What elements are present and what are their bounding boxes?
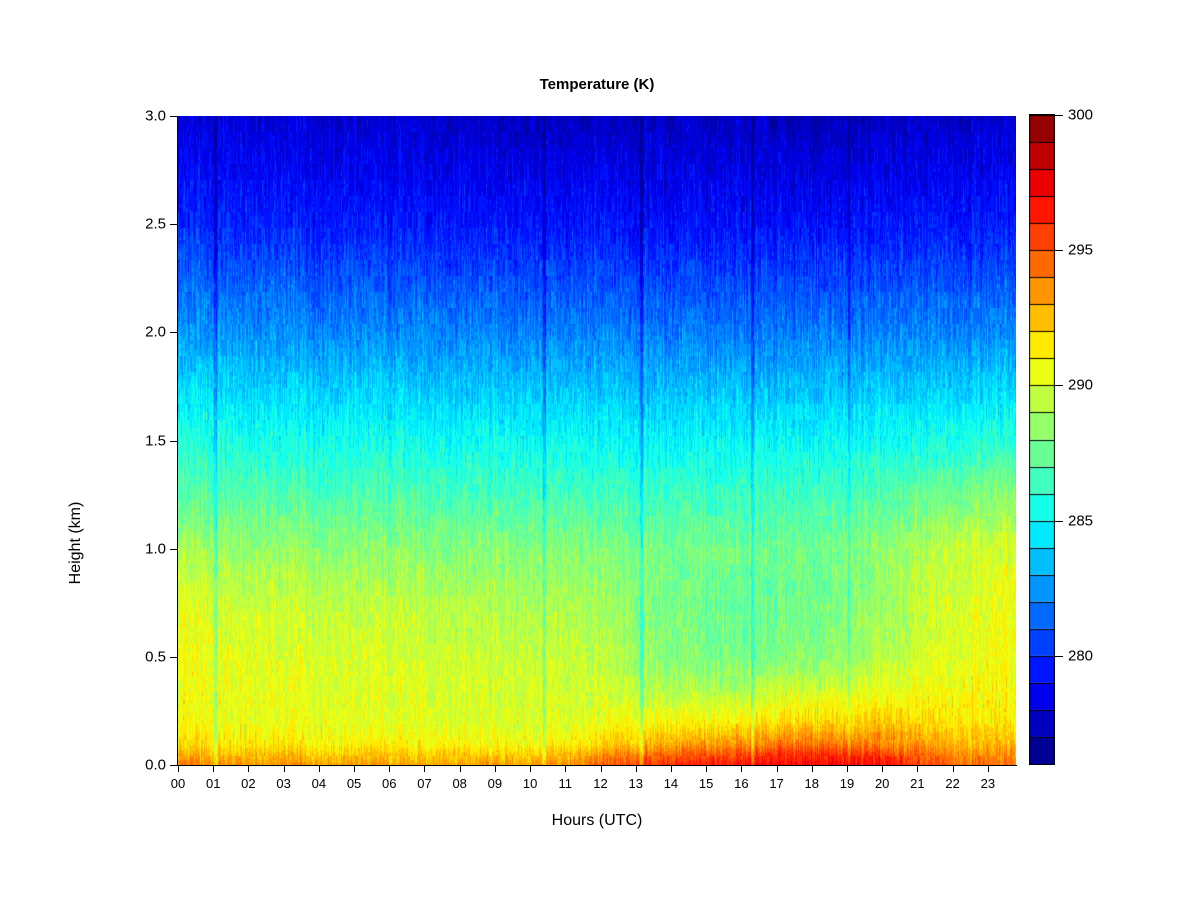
x-tick-label: 04 <box>311 776 327 791</box>
x-tick-label: 05 <box>346 776 362 791</box>
x-tick-mark <box>213 765 215 772</box>
x-tick-label: 02 <box>241 776 256 791</box>
x-tick-label: 07 <box>417 776 432 791</box>
y-tick-mark <box>170 765 178 766</box>
x-tick-label: 03 <box>276 776 291 791</box>
x-tick-label: 09 <box>487 776 503 791</box>
colorbar-tick-label: 280 <box>1068 647 1094 665</box>
colorbar-tick-mark <box>1055 115 1063 116</box>
y-axis-title: Height (km) <box>67 501 84 585</box>
colorbar-tick-mark <box>1055 520 1063 522</box>
chart-title: Temperature (K) <box>539 76 655 93</box>
x-tick-label: 14 <box>663 776 679 791</box>
x-tick-label: 22 <box>945 776 960 791</box>
x-tick-mark <box>706 765 708 772</box>
x-tick-mark <box>565 765 567 772</box>
x-tick-mark <box>459 765 461 772</box>
x-axis-title: Hours (UTC) <box>551 812 643 829</box>
y-tick-mark <box>170 440 178 442</box>
x-tick-mark <box>882 765 884 772</box>
y-tick-mark <box>170 116 178 117</box>
x-tick-label: 17 <box>769 776 784 791</box>
x-tick-label: 12 <box>593 776 608 791</box>
colorbar-tick-label: 285 <box>1068 512 1094 530</box>
x-tick-mark <box>811 765 813 772</box>
x-tick-mark <box>776 765 778 772</box>
x-tick-label: 13 <box>628 776 643 791</box>
x-tick-mark <box>846 765 848 772</box>
x-tick-mark <box>741 765 743 772</box>
x-tick-label: 00 <box>170 776 186 791</box>
y-tick-label: 2.5 <box>145 215 166 233</box>
x-tick-mark <box>248 765 250 772</box>
x-tick-label: 15 <box>698 776 714 791</box>
y-tick-mark <box>170 656 178 658</box>
x-tick-mark <box>670 765 672 772</box>
heatmap-canvas <box>178 116 1016 765</box>
x-tick-mark <box>952 765 954 772</box>
y-tick-label: 1.0 <box>145 540 166 558</box>
y-tick-label: 3.0 <box>145 107 166 125</box>
x-tick-mark <box>917 765 919 772</box>
colorbar-tick-label: 290 <box>1068 376 1094 394</box>
y-tick-label: 0.5 <box>145 648 166 666</box>
colorbar-tick-label: 295 <box>1068 241 1094 259</box>
colorbar-tick-mark <box>1055 250 1063 252</box>
x-tick-mark <box>354 765 356 772</box>
colorbar-tick-mark <box>1055 655 1063 657</box>
x-axis-line <box>177 765 1017 766</box>
x-tick-label: 11 <box>558 776 573 791</box>
y-tick-mark <box>170 548 178 550</box>
colorbar-tick-label: 300 <box>1068 106 1094 124</box>
x-tick-label: 06 <box>382 776 397 791</box>
x-tick-label: 23 <box>980 776 996 791</box>
x-tick-mark <box>635 765 637 772</box>
colorbar-tick-mark <box>1055 385 1063 387</box>
x-tick-mark <box>318 765 320 772</box>
x-tick-label: 21 <box>910 776 925 791</box>
y-tick-label: 1.5 <box>145 432 166 449</box>
x-tick-mark <box>178 765 179 772</box>
x-tick-label: 01 <box>205 776 221 791</box>
y-tick-mark <box>170 332 178 334</box>
y-tick-label: 2.0 <box>145 323 166 341</box>
x-tick-label: 19 <box>839 776 855 791</box>
x-tick-label: 08 <box>452 776 467 791</box>
y-tick-label: 0.0 <box>145 756 166 774</box>
x-tick-mark <box>530 765 532 772</box>
x-tick-label: 20 <box>874 776 890 791</box>
y-tick-mark <box>170 224 178 226</box>
x-tick-label: 10 <box>522 776 538 791</box>
x-tick-mark <box>283 765 285 772</box>
colorbar-canvas <box>1029 114 1055 765</box>
x-tick-label: 16 <box>734 776 749 791</box>
x-tick-mark <box>389 765 391 772</box>
x-tick-mark <box>494 765 496 772</box>
x-tick-mark <box>987 765 989 772</box>
x-tick-mark <box>424 765 426 772</box>
x-tick-label: 18 <box>804 776 820 791</box>
x-tick-mark <box>600 765 602 772</box>
